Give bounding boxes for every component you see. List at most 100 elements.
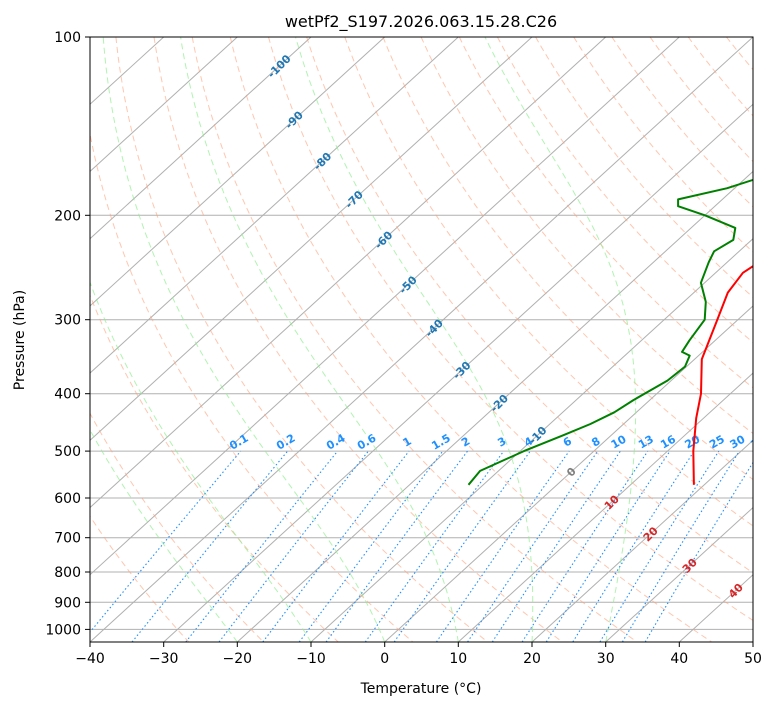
y-tick-label: 200 [54, 208, 81, 224]
mixing-ratio-line [218, 450, 369, 642]
dry-adiabat-line [90, 131, 414, 642]
isotherm-line [90, 37, 753, 642]
dry-adiabat-line [649, 37, 753, 163]
mixing-ratio-line [262, 450, 410, 642]
x-tick-label: −40 [75, 651, 105, 667]
mixing-ratio-line [435, 450, 570, 642]
x-tick-label: 30 [597, 651, 615, 667]
moist-adiabat-line [295, 37, 534, 642]
x-tick-label: −30 [149, 651, 179, 667]
isotherm-line [310, 237, 753, 642]
dry-adiabat-line [496, 37, 753, 344]
isotherm-line [531, 439, 753, 642]
moist-adiabat-line [180, 37, 459, 642]
mixing-ratio-line [545, 450, 671, 642]
mixing-ratio-line [621, 450, 740, 642]
mixing-ratio-label: 36 [748, 432, 768, 451]
dry-adiabat-line [344, 37, 753, 527]
isotherm-line [752, 641, 753, 642]
isotherm-line [163, 103, 753, 642]
plot-frame [89, 36, 754, 643]
dry-adiabat-line [420, 37, 753, 435]
dry-adiabat-line [687, 37, 753, 117]
mixing-ratio-line [364, 450, 505, 642]
mixing-ratio-label: 0.4 [324, 431, 348, 452]
isotherm-line [90, 37, 386, 307]
isotherm-line [90, 37, 533, 442]
dry-adiabat-line [153, 37, 563, 642]
y-tick-label: 900 [54, 595, 81, 611]
isotherm-line [90, 37, 680, 576]
mixing-ratio-line [467, 450, 599, 642]
moist-adiabat-line [90, 280, 312, 642]
isotherm-line [384, 305, 753, 642]
mixing-ratio-line [572, 450, 695, 642]
mixing-ratio-label: 16 [658, 432, 678, 451]
dry-adiabat-line [726, 37, 753, 71]
y-tick-label: 500 [54, 444, 81, 460]
dry-adiabat-line [268, 37, 753, 622]
dry-adiabat-line [90, 412, 264, 642]
dewpoint-profile-line [467, 178, 753, 486]
isotherm-line [90, 37, 607, 509]
dry-adiabat-line [611, 37, 753, 208]
mixing-ratio-line [599, 450, 720, 642]
mixing-ratio-line [521, 450, 649, 642]
mixing-ratio-line [491, 450, 621, 642]
mixing-ratio-label: 6 [561, 434, 574, 449]
isotherm-line [605, 506, 753, 642]
isotherm-line [236, 170, 753, 642]
temperature-profile-line [692, 265, 753, 485]
y-tick-label: 400 [54, 387, 81, 403]
y-tick-label: 100 [54, 30, 81, 46]
isotherm-line [90, 37, 459, 374]
dry-adiabat-line [191, 37, 638, 642]
profile-lines [467, 178, 753, 486]
mixing-ratio-line [298, 450, 444, 642]
chart-title: wetPf2_S197.2026.063.15.28.C26 [285, 12, 557, 32]
x-tick-label: 0 [380, 651, 389, 667]
mixing-ratio-label: 0.2 [274, 432, 297, 453]
background-lines [90, 37, 775, 642]
mixing-ratio-label: 1.5 [429, 432, 452, 453]
isotherm-line [90, 37, 238, 173]
mixing-ratio-label: 1 [401, 435, 414, 450]
y-axis-label: Pressure (hPa) [12, 290, 28, 390]
y-tick-label: 600 [54, 491, 81, 507]
y-tick-label: 1000 [45, 622, 81, 638]
axes: −40 −30 −20 −10 0 10 20 30 40 50 1000 900 800 700 600 5… [45, 30, 762, 667]
dry-adiabat-line [90, 515, 190, 642]
x-axis-label: Temperature (°C) [360, 681, 482, 697]
line-labels: 0.1 0.2 0.4 0.6 1 1.5 2 3 4 6 8 10 13 16 20 25 30 36-100-… [227, 52, 768, 601]
mixing-ratio-label: 25 [707, 433, 727, 452]
mixing-ratio-line [325, 450, 468, 642]
mixing-ratio-line [393, 450, 531, 642]
mixing-ratio-label: 0.1 [227, 432, 250, 453]
dry-adiabat-line [229, 37, 712, 642]
dry-adiabat-line [382, 37, 753, 481]
mixing-ratio-line [131, 450, 289, 642]
isotherm-line [457, 372, 753, 642]
x-tick-label: 20 [523, 651, 541, 667]
x-tick-label: −20 [223, 651, 253, 667]
mixing-ratio-label: 30 [728, 432, 748, 451]
dry-adiabat-line [115, 37, 488, 642]
dry-adiabat-line [535, 37, 753, 298]
mixing-ratio-line [90, 450, 242, 633]
dry-adiabat-line [573, 37, 753, 253]
isotherm-line [90, 37, 312, 240]
moist-adiabat-line [484, 37, 637, 642]
x-tick-label: 40 [670, 651, 688, 667]
dry-adiabat-line [306, 37, 753, 574]
y-tick-label: 300 [54, 313, 81, 329]
x-tick-label: −10 [296, 651, 326, 667]
x-tick-label: 50 [744, 651, 762, 667]
x-tick-label: 10 [449, 651, 467, 667]
mixing-ratio-line [185, 450, 339, 642]
moist-adiabat-line [102, 37, 386, 642]
y-tick-label: 700 [54, 531, 81, 547]
y-tick-label: 800 [54, 565, 81, 581]
moist-adiabat-line [90, 428, 238, 642]
dry-adiabat-line [765, 37, 775, 642]
